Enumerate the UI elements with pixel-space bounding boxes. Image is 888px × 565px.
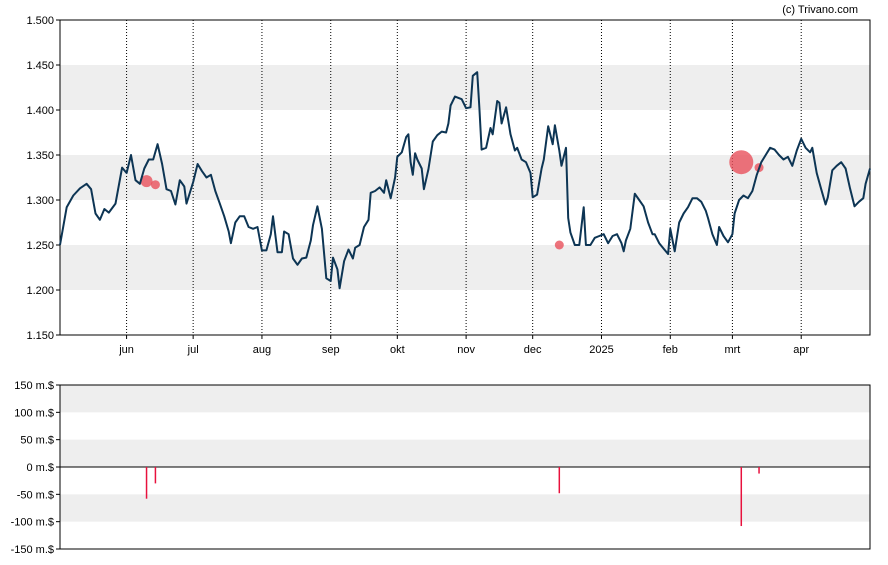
x-tick-label: 2025 [589, 344, 613, 356]
x-tick-label: nov [457, 344, 475, 356]
credit-text: (c) Trivano.com [782, 4, 858, 16]
y-tick-label: 0 m.$ [26, 462, 54, 474]
x-tick-label: aug [253, 344, 271, 356]
x-tick-label: sep [322, 344, 340, 356]
grid-band [60, 65, 870, 110]
grid-band [60, 245, 870, 290]
y-tick-label: 1.400 [26, 105, 54, 117]
x-tick-label: jun [118, 344, 134, 356]
grid-band [60, 385, 870, 413]
price-line [59, 71, 871, 290]
x-tick-label: feb [663, 344, 678, 356]
x-tick-label: dec [524, 344, 542, 356]
y-tick-label: 50 m.$ [20, 435, 54, 447]
plot-frame [59, 19, 871, 336]
x-tick-label: jul [187, 344, 199, 356]
event-marker [140, 175, 153, 188]
y-tick-label: -50 m.$ [17, 489, 54, 501]
y-tick-label: 150 m.$ [14, 380, 54, 392]
y-tick-label: 1.350 [26, 150, 54, 162]
x-tick-label: mrt [724, 344, 740, 356]
grid-band [60, 494, 870, 522]
y-tick-label: 1.300 [26, 195, 54, 207]
price-chart: 1.500 1.450 1.400 1.350 1.300 1.250 1.200 1.150… [26, 15, 871, 356]
grid-band [60, 439, 870, 467]
y-tick-label: 1.150 [26, 330, 54, 342]
y-tick-label: 1.450 [26, 60, 54, 72]
event-marker [150, 180, 160, 190]
y-tick-label: -100 m.$ [11, 517, 54, 529]
y-tick-label: 100 m.$ [14, 407, 54, 419]
y-tick-label: 1.500 [26, 15, 54, 27]
x-tick-label: apr [793, 344, 809, 356]
event-marker [729, 150, 754, 175]
event-marker [554, 240, 564, 250]
y-tick-label: 1.200 [26, 285, 54, 297]
y-tick-label: -150 m.$ [11, 544, 54, 556]
flow-chart: 150 m.$ 100 m.$ 50 m.$ 0 m.$ -50 m.$ -100 m.$… [11, 380, 871, 556]
y-tick-label: 1.250 [26, 240, 54, 252]
x-tick-label: okt [390, 344, 405, 356]
